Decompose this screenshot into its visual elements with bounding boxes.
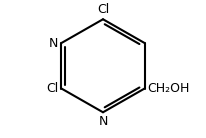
Text: N: N <box>98 115 108 128</box>
Text: N: N <box>49 37 59 50</box>
Text: CH₂OH: CH₂OH <box>147 82 190 95</box>
Text: Cl: Cl <box>97 3 109 16</box>
Text: Cl: Cl <box>46 82 59 95</box>
